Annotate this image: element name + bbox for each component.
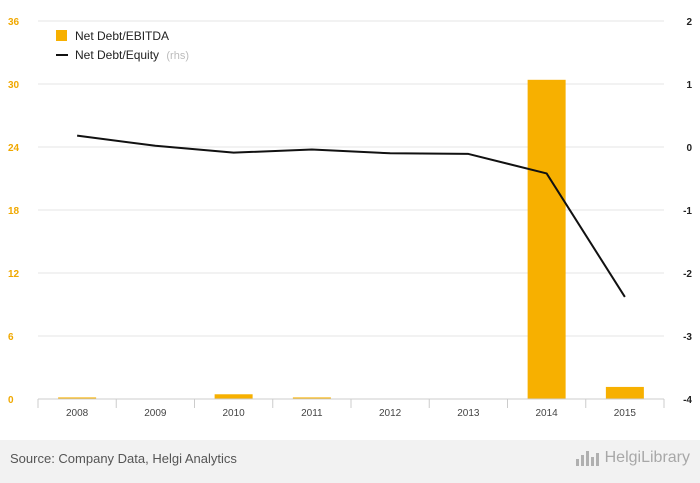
- right-axis-tick-label: 1: [686, 80, 692, 91]
- x-axis-tick-label: 2009: [144, 408, 167, 419]
- bars: [58, 79, 644, 400]
- x-axis-tick-label: 2015: [614, 408, 637, 419]
- x-axis-tick-label: 2010: [223, 408, 246, 419]
- source-text: Source: Company Data, Helgi Analytics: [10, 451, 237, 466]
- x-axis-tick-label: 2008: [66, 408, 89, 419]
- left-axis-tick-label: 6: [8, 332, 14, 343]
- left-axis-tick-label: 36: [8, 17, 20, 28]
- brand-name: HelgiLibrary: [604, 449, 690, 466]
- left-axis-tick-label: 24: [8, 143, 20, 154]
- brand[interactable]: HelgiLibrary: [575, 449, 690, 467]
- x-axis-tick-label: 2013: [457, 408, 480, 419]
- right-axis-tick-label: -1: [683, 206, 692, 217]
- legend-label-net-debt-ebitda: Net Debt/EBITDA: [75, 29, 169, 43]
- bar: [58, 397, 97, 399]
- right-axis-tick-label: 0: [686, 143, 692, 154]
- legend-label-net-debt-equity: Net Debt/Equity (rhs): [75, 48, 189, 62]
- x-axis-tick-label: 2012: [379, 408, 402, 419]
- grid-lines: [38, 20, 664, 337]
- right-axis-tick-label: -2: [683, 269, 692, 280]
- x-axis-tick-label: 2011: [301, 408, 323, 419]
- left-axis-tick-label: 30: [8, 80, 20, 91]
- bar: [605, 386, 644, 399]
- footer: Source: Company Data, Helgi Analytics He…: [0, 440, 700, 483]
- bar: [214, 394, 253, 399]
- legend-series-name: Net Debt/Equity: [75, 48, 159, 62]
- line-series: [76, 134, 626, 298]
- left-axis-tick-label: 0: [8, 395, 14, 406]
- right-axis-tick-label: 2: [686, 17, 692, 28]
- legend-swatch-net-debt-ebitda: [56, 30, 67, 41]
- left-axis-tick-label: 18: [8, 206, 20, 217]
- bar: [527, 79, 566, 400]
- legend-rhs-note: (rhs): [166, 50, 189, 62]
- left-axis-tick-label: 12: [8, 269, 20, 280]
- legend: Net Debt/EBITDA Net Debt/Equity (rhs): [56, 29, 189, 62]
- right-axis-tick-label: -3: [683, 332, 692, 343]
- bar: [292, 397, 331, 399]
- right-axis-tick-label: -4: [683, 395, 692, 406]
- x-axis-tick-label: 2014: [536, 408, 559, 419]
- bar-chart-logo-icon: [575, 451, 599, 466]
- series-line: [76, 134, 626, 298]
